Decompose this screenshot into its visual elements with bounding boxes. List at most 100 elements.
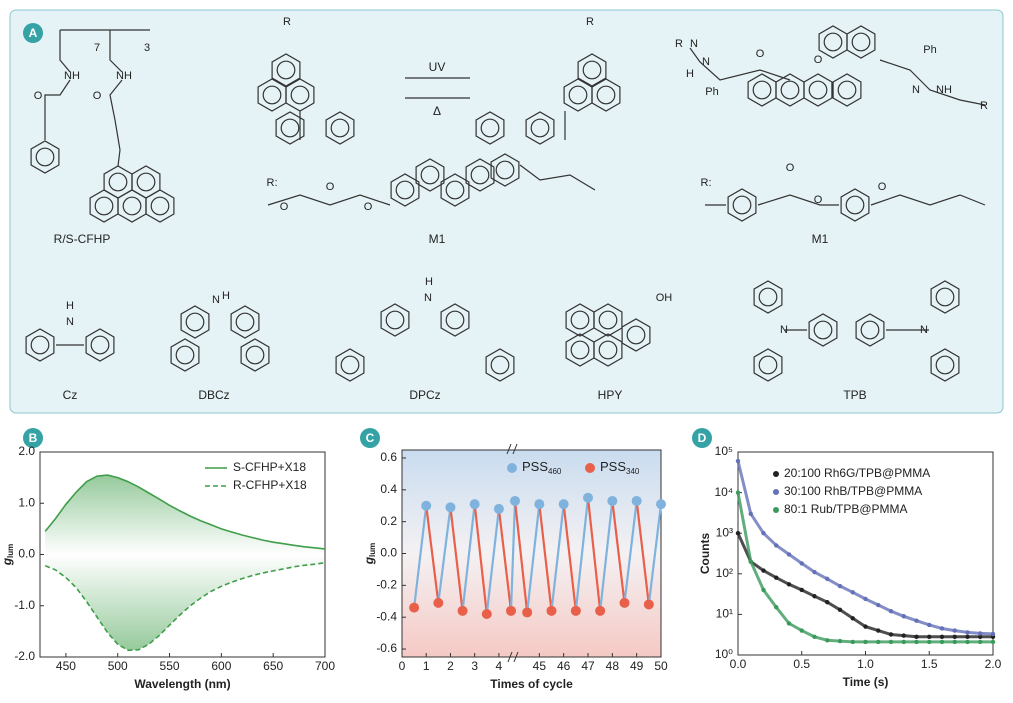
ring-inner xyxy=(570,340,590,360)
ring xyxy=(89,189,119,223)
point xyxy=(595,605,606,616)
y-tick-label: 10⁰ xyxy=(715,647,733,661)
atom-label: O xyxy=(786,162,795,174)
atom-label: H xyxy=(425,276,433,288)
ring-inner xyxy=(530,118,550,138)
point xyxy=(876,628,881,633)
legend-swatch xyxy=(585,463,595,473)
point xyxy=(914,634,919,640)
point xyxy=(850,616,855,621)
x-tick-label: 0 xyxy=(399,659,406,673)
ring xyxy=(440,173,470,207)
area-fill xyxy=(45,554,325,651)
ring-inner xyxy=(150,196,170,216)
ring-inner xyxy=(136,172,156,192)
point xyxy=(837,583,843,589)
point xyxy=(863,596,868,602)
ring xyxy=(440,303,470,337)
point xyxy=(927,634,932,640)
ring xyxy=(325,111,355,145)
y-axis-label: glum xyxy=(0,544,15,567)
atom-label: N xyxy=(66,316,74,328)
ring-inner xyxy=(90,335,110,355)
x-tick-label: 550 xyxy=(160,659,180,673)
y-tick-label: -1.0 xyxy=(14,598,35,612)
ring-inner xyxy=(290,85,310,105)
point xyxy=(546,605,557,616)
point xyxy=(409,602,420,613)
ring xyxy=(840,188,870,222)
ring xyxy=(415,158,445,192)
x-tick-label: 46 xyxy=(557,659,571,673)
point xyxy=(901,633,906,638)
ring-inner xyxy=(470,165,490,185)
atom-label: NH xyxy=(64,70,80,82)
y-tick-label: 10⁵ xyxy=(715,444,733,458)
atom-label: N xyxy=(780,324,788,336)
ring xyxy=(621,318,651,352)
cycle-segment xyxy=(509,500,517,611)
panel-label: B xyxy=(29,431,38,445)
cycle-segment xyxy=(599,500,614,611)
y-tick-label: 0.2 xyxy=(380,514,397,528)
point xyxy=(457,605,468,616)
atom-label: R xyxy=(283,16,291,28)
point xyxy=(876,602,881,608)
ring-inner xyxy=(108,172,128,192)
ring-inner xyxy=(94,196,114,216)
y-tick-label: 10² xyxy=(716,566,733,580)
ring-inner xyxy=(568,85,588,105)
ring xyxy=(271,53,301,87)
x-tick-label: 2.0 xyxy=(985,657,1002,671)
y-tick-label: -0.4 xyxy=(376,609,397,623)
cycle-segment xyxy=(449,507,464,611)
point xyxy=(786,582,792,587)
x-tick-label: 450 xyxy=(56,659,76,673)
ring xyxy=(335,348,365,382)
atom-label: Ph xyxy=(923,44,936,56)
cycle-segment xyxy=(550,504,565,611)
ring xyxy=(30,140,60,174)
point xyxy=(939,634,945,640)
y-label-main: g xyxy=(362,556,376,565)
cycle-segment xyxy=(513,500,529,613)
ring-inner xyxy=(385,310,405,330)
cycle-segment xyxy=(574,497,590,611)
atom-label: N xyxy=(920,324,928,336)
ring-inner xyxy=(185,312,205,332)
panel-badge xyxy=(23,23,43,43)
point xyxy=(493,503,504,514)
atom-label: O xyxy=(93,90,102,102)
atom-label: 7 xyxy=(94,42,100,54)
cycle-segment xyxy=(485,508,500,615)
ring xyxy=(753,348,783,382)
compound-name: M1 xyxy=(812,232,829,246)
ring-inner xyxy=(860,320,880,340)
ring-inner xyxy=(582,60,602,80)
point xyxy=(978,639,983,645)
point xyxy=(939,639,945,645)
x-tick-label: 0.5 xyxy=(793,657,810,671)
panel-badge xyxy=(360,428,380,448)
ring xyxy=(475,111,505,145)
atom-label: O xyxy=(364,201,373,213)
panel-badge xyxy=(692,428,712,448)
cycle-segment xyxy=(623,500,638,603)
atom-label: R: xyxy=(701,177,712,189)
atom-label: H xyxy=(66,300,74,312)
ring-inner xyxy=(122,196,142,216)
y-axis-label: Counts xyxy=(698,533,712,575)
legend-label: S-CFHP+X18 xyxy=(233,460,306,474)
ring-inner xyxy=(837,80,857,100)
atom-label: R: xyxy=(267,177,278,189)
point xyxy=(506,605,516,616)
y-label-main: g xyxy=(0,557,14,566)
legend-label: R-CFHP+X18 xyxy=(233,478,307,492)
ring-inner xyxy=(935,287,955,307)
atom-label: N xyxy=(912,84,920,96)
series-line xyxy=(44,474,326,550)
ring-inner xyxy=(808,80,828,100)
point xyxy=(825,599,830,605)
compound-name: M1 xyxy=(429,232,446,246)
ring xyxy=(832,73,862,107)
